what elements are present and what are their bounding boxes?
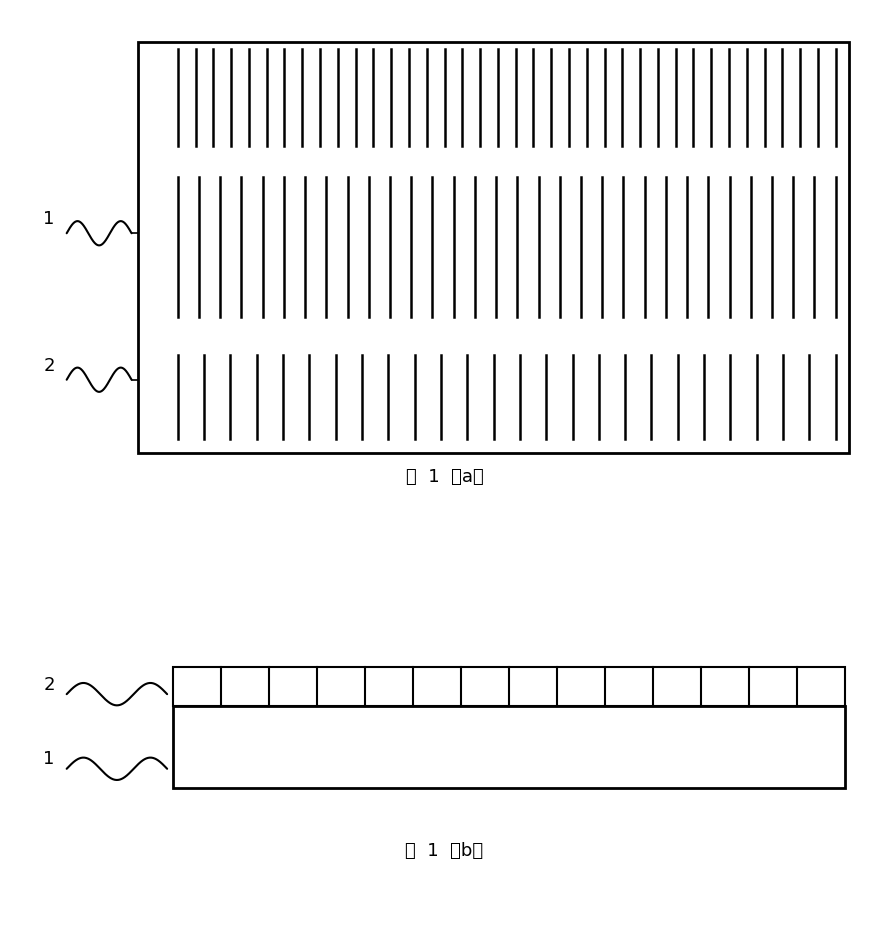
Text: 2: 2 <box>44 675 54 694</box>
Text: 1: 1 <box>44 750 54 769</box>
Text: 1: 1 <box>44 210 54 229</box>
Bar <box>173 706 845 788</box>
Text: 图  1  （a）: 图 1 （a） <box>405 468 484 486</box>
Bar <box>138 42 849 453</box>
Bar <box>173 667 845 706</box>
Text: 2: 2 <box>44 356 54 375</box>
Text: 图  1  （b）: 图 1 （b） <box>405 842 484 859</box>
